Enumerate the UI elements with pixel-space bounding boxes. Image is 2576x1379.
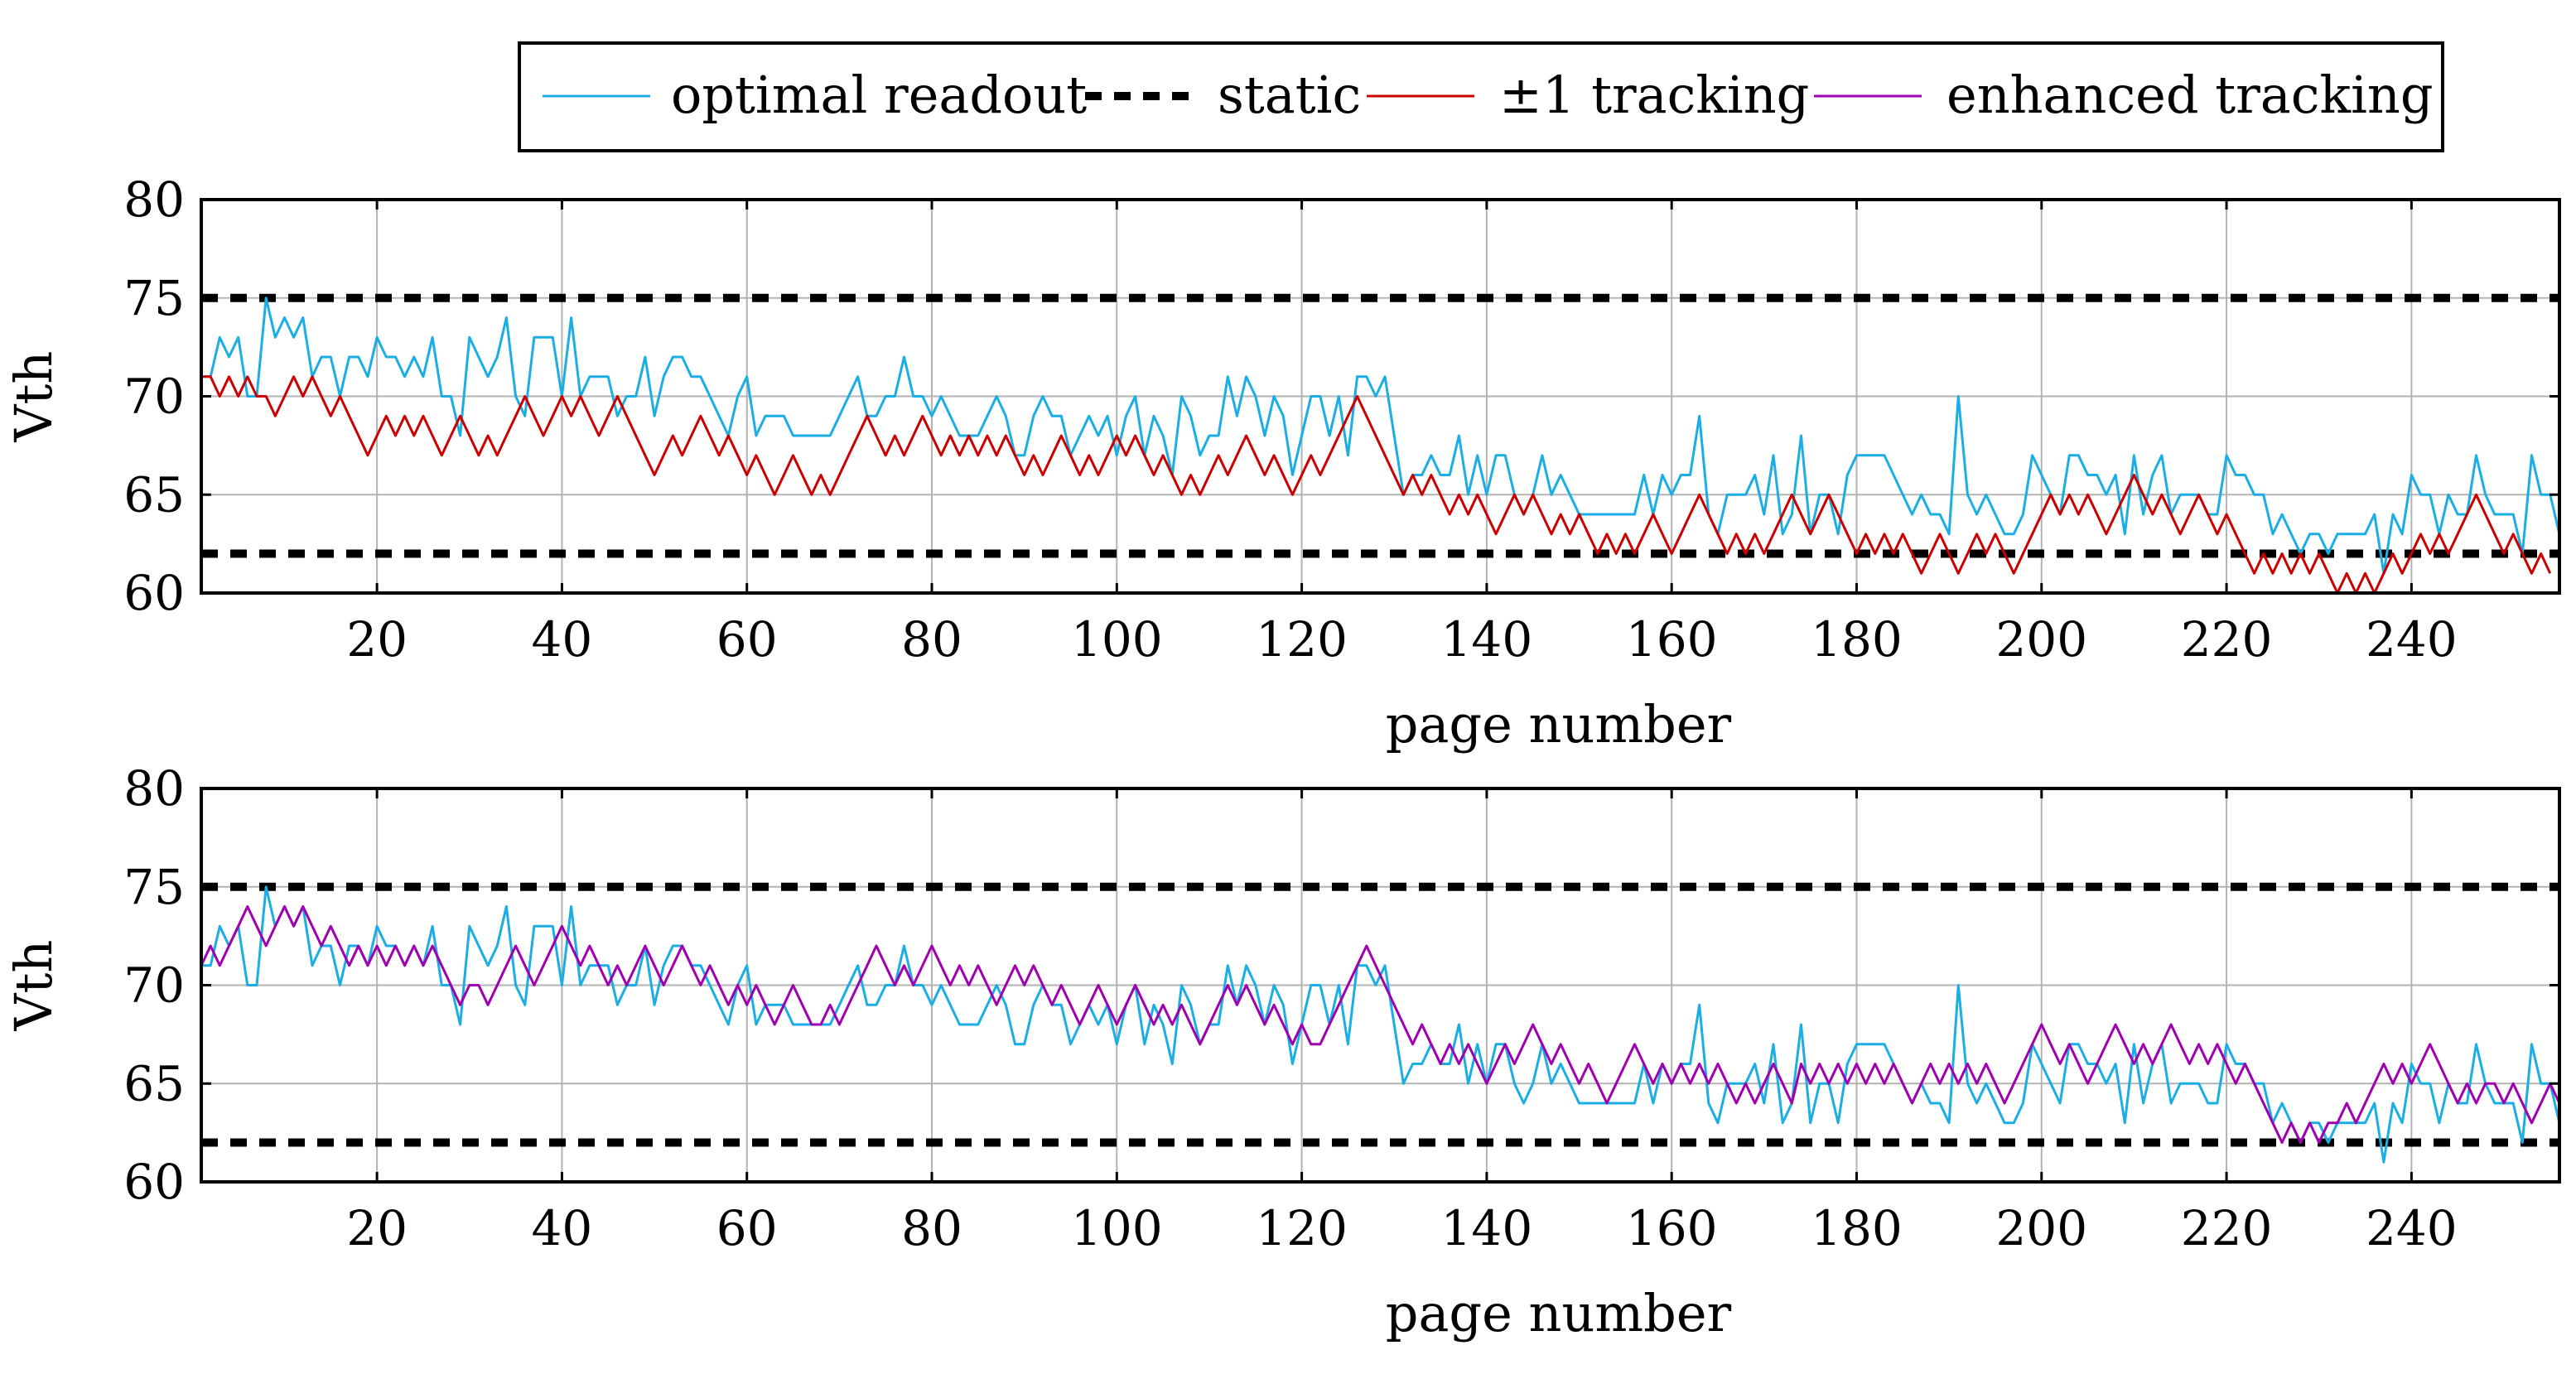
x-tick-label: 240	[2366, 1200, 2458, 1256]
y-tick-label: 70	[123, 369, 185, 425]
plot-series-group	[201, 882, 2559, 1164]
x-tick-label: 180	[1811, 611, 1903, 668]
plot-series-group	[201, 293, 2559, 593]
x-tick-label: 40	[532, 1200, 593, 1256]
x-tick-label: 80	[901, 1200, 962, 1256]
x-tick-label: 100	[1071, 611, 1163, 668]
x-tick-label: 160	[1626, 1200, 1718, 1256]
x-tick-label: 140	[1441, 611, 1533, 668]
legend: optimal readout static ±1 tracking enhan…	[518, 41, 2444, 152]
x-tick-label: 220	[2181, 611, 2273, 668]
x-tick-label: 20	[346, 611, 408, 668]
x-tick-label: 100	[1071, 1200, 1163, 1256]
x-tick-label: 40	[532, 611, 593, 668]
legend-box	[518, 41, 2444, 152]
series-line-optimal	[201, 885, 2559, 1164]
x-tick-label: 140	[1441, 1200, 1533, 1256]
y-tick-label: 80	[123, 760, 185, 817]
y-tick-label: 65	[123, 466, 185, 523]
y-tick-label: 60	[123, 1154, 185, 1210]
y-tick-label: 65	[123, 1055, 185, 1111]
y-axis-label: Vth	[3, 940, 64, 1032]
x-axis-label: page number	[1386, 1283, 1732, 1343]
x-tick-label: 60	[716, 611, 778, 668]
x-tick-label: 200	[1995, 1200, 2087, 1256]
x-tick-label: 200	[1995, 611, 2087, 668]
series-line-optimal	[201, 297, 2559, 575]
top-panel: 20 40 60 80 100 120 140 160 180 200 220 240 60 65 70 75…	[3, 171, 2561, 755]
bottom-panel: 20 40 60 80 100 120 140 160 180 200 220 240 60 65 70 75…	[3, 760, 2561, 1343]
legend-label-enhanced: enhanced tracking	[1946, 65, 2434, 125]
x-tick-label: 20	[346, 1200, 408, 1256]
x-tick-label: 120	[1256, 611, 1348, 668]
y-tick-label: 75	[123, 859, 185, 915]
x-tick-label: 180	[1811, 1200, 1903, 1256]
x-tick-label: 80	[901, 611, 962, 668]
x-tick-label: 60	[716, 1200, 778, 1256]
series-line-enhanced	[201, 905, 2559, 1144]
legend-label-optimal: optimal readout	[671, 65, 1087, 125]
x-tick-label: 120	[1256, 1200, 1348, 1256]
x-tick-label: 160	[1626, 611, 1718, 668]
y-tick-label: 60	[123, 565, 185, 621]
y-tick-label: 80	[123, 171, 185, 228]
x-tick-label: 220	[2181, 1200, 2273, 1256]
legend-label-static: static	[1218, 65, 1361, 125]
x-axis-label: page number	[1386, 694, 1732, 755]
x-tick-label: 240	[2366, 611, 2458, 668]
y-tick-label: 75	[123, 270, 185, 326]
legend-label-pm1: ±1 tracking	[1499, 65, 1809, 125]
series-line-pm1	[201, 375, 2552, 593]
y-tick-label: 70	[123, 957, 185, 1014]
y-axis-label: Vth	[3, 351, 64, 443]
